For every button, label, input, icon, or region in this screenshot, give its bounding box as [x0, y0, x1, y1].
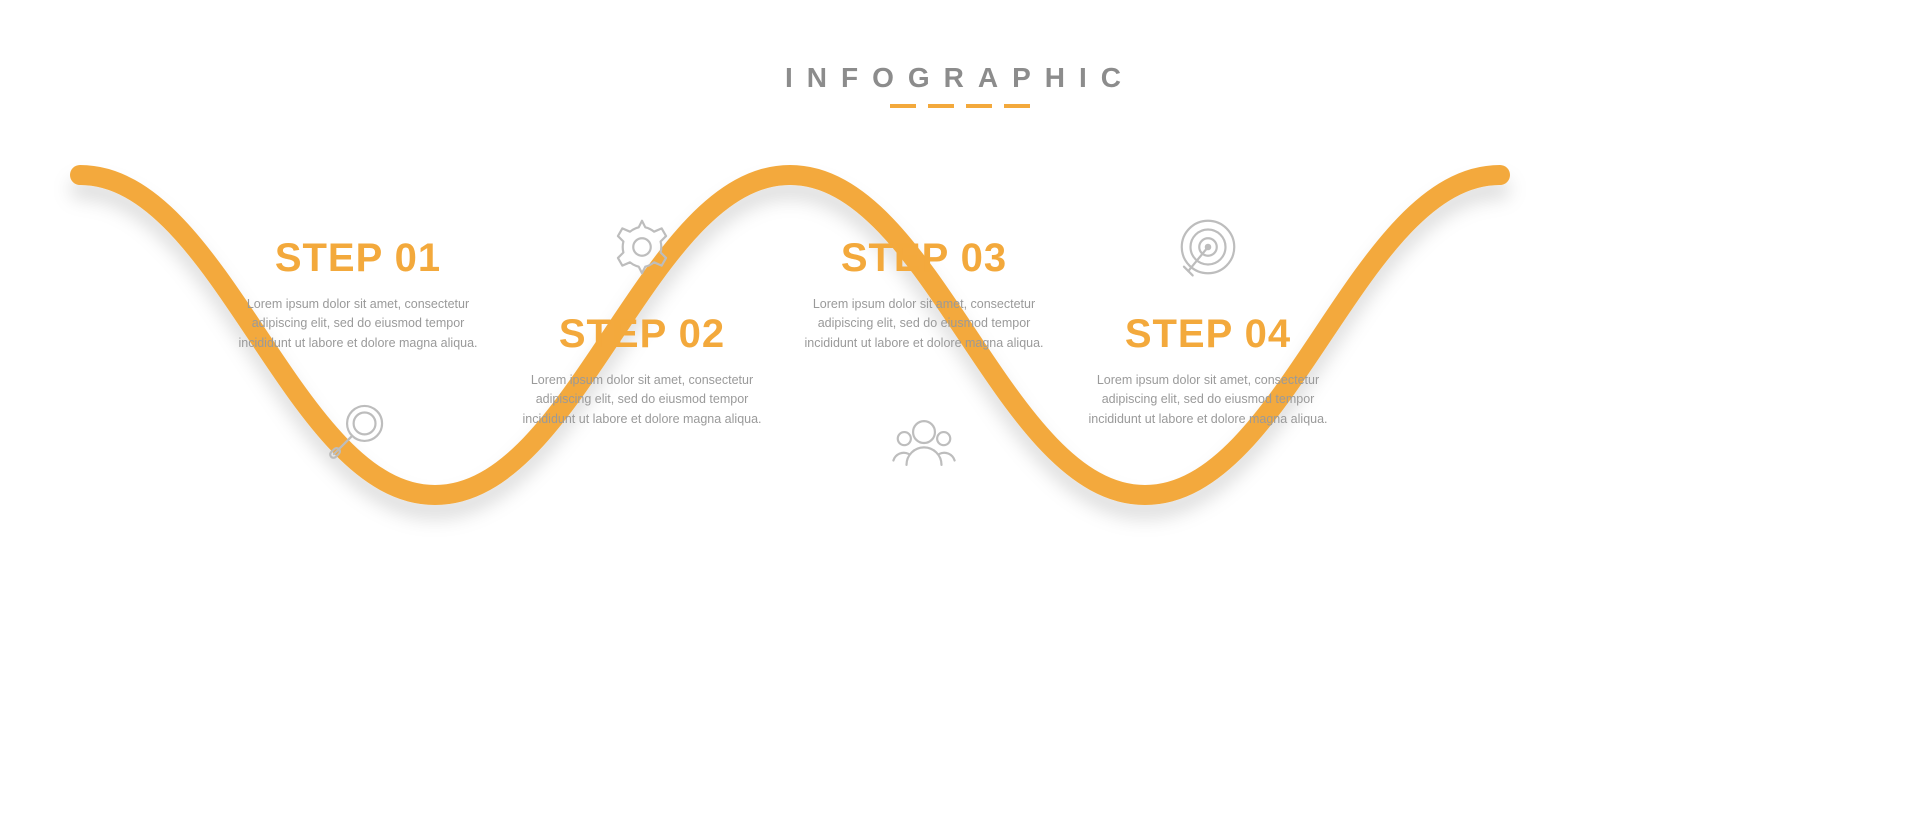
people-icon	[889, 408, 959, 478]
step-1-body: Lorem ipsum dolor sit amet, consectetur …	[228, 295, 488, 353]
header-dash	[928, 104, 954, 108]
header: INFOGRAPHIC	[0, 62, 1920, 108]
step-4-body: Lorem ipsum dolor sit amet, consectetur …	[1078, 371, 1338, 429]
step-2: STEP 02 Lorem ipsum dolor sit amet, cons…	[492, 312, 792, 429]
header-dashes	[0, 104, 1920, 108]
header-title: INFOGRAPHIC	[0, 62, 1920, 94]
step-1-title: STEP 01	[208, 236, 508, 281]
magnifier-icon	[323, 395, 393, 465]
step-3-body: Lorem ipsum dolor sit amet, consectetur …	[794, 295, 1054, 353]
step-2-title: STEP 02	[492, 312, 792, 357]
wave	[0, 0, 1920, 823]
header-dash	[890, 104, 916, 108]
header-dash	[1004, 104, 1030, 108]
target-icon	[1173, 212, 1243, 282]
step-4-title: STEP 04	[1058, 312, 1358, 357]
gear-icon	[607, 212, 677, 282]
step-4: STEP 04 Lorem ipsum dolor sit amet, cons…	[1058, 312, 1358, 429]
step-3-title: STEP 03	[774, 236, 1074, 281]
step-2-body: Lorem ipsum dolor sit amet, consectetur …	[512, 371, 772, 429]
step-3: STEP 03 Lorem ipsum dolor sit amet, cons…	[774, 236, 1074, 353]
header-dash	[966, 104, 992, 108]
step-1: STEP 01 Lorem ipsum dolor sit amet, cons…	[208, 236, 508, 353]
